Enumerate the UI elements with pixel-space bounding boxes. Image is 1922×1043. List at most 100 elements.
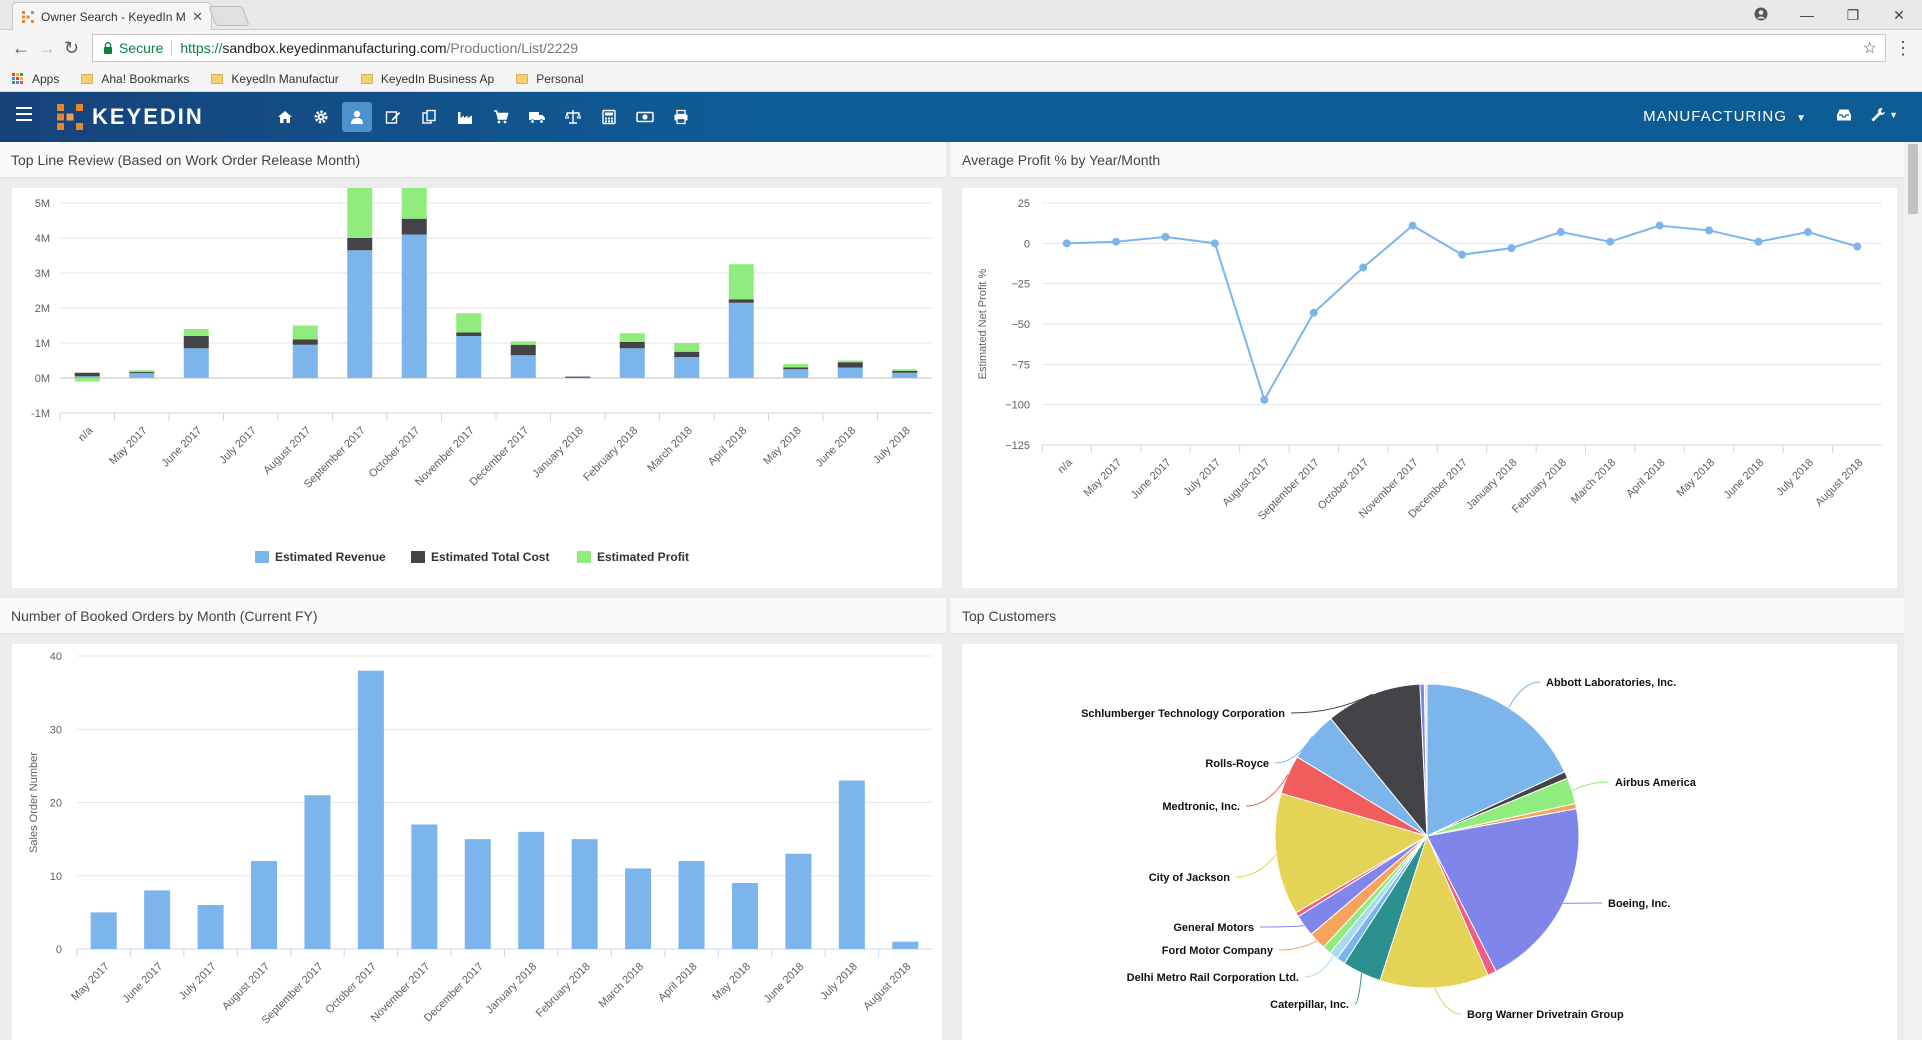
y-tick-label: 0M [35, 373, 50, 385]
bar-estimated-total-cost-october-2017 [402, 219, 427, 235]
calculator-icon[interactable] [594, 102, 624, 132]
bar-estimated-profit-june-2018 [838, 361, 863, 363]
bookmark-folder-personal[interactable]: Personal [516, 72, 583, 86]
bookmark-label: Aha! Bookmarks [101, 72, 189, 86]
copy-icon[interactable] [414, 102, 444, 132]
point-march-2018 [1606, 238, 1614, 246]
legend-swatch-estimated-revenue [255, 551, 269, 563]
address-bar[interactable]: Secure https://sandbox.keyedinmanufactur… [92, 34, 1886, 62]
bar-estimated-total-cost-june-2017 [184, 336, 209, 348]
x-tick-label: February 2018 [534, 961, 593, 1020]
y-tick-label: −125 [1005, 440, 1030, 452]
bookmark-apps[interactable]: Apps [12, 72, 59, 86]
page-scrollbar[interactable] [1904, 142, 1922, 1040]
tab-close-icon[interactable]: ✕ [192, 9, 203, 25]
bar-estimated-profit-october-2017 [402, 188, 427, 219]
factory-icon[interactable] [450, 102, 480, 132]
x-tick-label: August 2018 [1813, 457, 1865, 509]
inbox-icon[interactable] [1836, 108, 1852, 122]
logo-text: KEYEDIN [92, 104, 204, 130]
bar-estimated-revenue-n-a [75, 376, 100, 378]
panel-title-average-profit: Average Profit % by Year/Month [951, 142, 1904, 178]
browser-menu-icon[interactable]: ⋮ [1894, 38, 1912, 59]
user-icon[interactable] [342, 102, 372, 132]
keyedin-favicon-icon [21, 10, 35, 24]
bookmark-folder-aha[interactable]: Aha! Bookmarks [81, 72, 189, 86]
bar-estimated-profit-november-2017 [456, 313, 481, 332]
profile-icon[interactable] [1738, 7, 1784, 24]
bar-estimated-total-cost-february-2018 [620, 342, 645, 348]
point-july-2018 [1804, 228, 1812, 236]
pie-label-medtronic-inc: Medtronic, Inc. [1162, 801, 1240, 813]
module-dropdown[interactable]: MANUFACTURING ▼ [1643, 108, 1807, 125]
secure-label: Secure [119, 40, 163, 56]
bar-august-2017 [251, 861, 277, 949]
bookmark-star-icon[interactable]: ☆ [1863, 38, 1877, 58]
connector-city-of-jackson [1236, 855, 1276, 877]
scrollbar-thumb[interactable] [1908, 144, 1918, 214]
edit-icon[interactable] [378, 102, 408, 132]
close-window-icon[interactable]: ✕ [1876, 7, 1922, 24]
bookmark-label: KeyedIn Business Ap [381, 72, 494, 86]
connector-caterpillar-inc [1355, 973, 1362, 1004]
module-toolbar [270, 102, 702, 132]
maximize-icon[interactable]: ❐ [1830, 7, 1876, 24]
point-october-2017 [1359, 264, 1367, 272]
bar-estimated-profit-april-2018 [729, 264, 754, 299]
bar-may-2017 [91, 912, 117, 949]
bookmark-folder-keyedin-manufacturing[interactable]: KeyedIn Manufactur [211, 72, 338, 86]
secure-indicator[interactable]: Secure [103, 40, 163, 56]
bar-estimated-profit-may-2017 [129, 370, 154, 372]
browser-tab[interactable]: Owner Search - KeyedIn M ✕ [12, 2, 212, 30]
point-january-2018 [1507, 244, 1515, 252]
navbar-right-icons: ▼ [1818, 107, 1898, 123]
y-tick-label: 0 [1024, 238, 1030, 250]
bookmark-label: Personal [536, 72, 583, 86]
x-tick-label: August 2017 [1220, 457, 1272, 509]
point-may-2018 [1705, 226, 1713, 234]
print-icon[interactable] [666, 102, 696, 132]
y-tick-label: −75 [1011, 359, 1030, 371]
legend-item-estimated-revenue: Estimated Revenue [275, 550, 386, 564]
point-december-2017 [1458, 251, 1466, 259]
new-tab-button[interactable] [208, 6, 249, 26]
reload-icon[interactable]: ↻ [64, 38, 79, 59]
minimize-icon[interactable]: — [1784, 7, 1830, 23]
money-icon[interactable] [630, 102, 660, 132]
wrench-dropdown[interactable]: ▼ [1870, 107, 1898, 123]
back-icon[interactable]: ← [12, 38, 30, 59]
x-tick-label: May 2018 [1675, 457, 1718, 500]
y-tick-label: −50 [1011, 319, 1030, 331]
bar-estimated-revenue-november-2017 [456, 336, 481, 378]
x-tick-label: August 2018 [861, 961, 913, 1013]
x-tick-label: May 2018 [761, 425, 804, 468]
cart-icon[interactable] [486, 102, 516, 132]
bar-estimated-profit-n-a [75, 378, 100, 382]
hamburger-menu-icon[interactable] [16, 107, 34, 125]
x-tick-label: March 2018 [645, 425, 695, 475]
y-tick-label: 20 [50, 798, 62, 810]
x-tick-label: December 2017 [422, 961, 486, 1025]
home-icon[interactable] [270, 102, 300, 132]
point-april-2018 [1656, 222, 1664, 230]
y-tick-label: −25 [1011, 279, 1030, 291]
forward-icon[interactable]: → [38, 38, 56, 59]
bookmark-folder-keyedin-business[interactable]: KeyedIn Business Ap [361, 72, 494, 86]
scale-icon[interactable] [558, 102, 588, 132]
bar-estimated-profit-september-2017 [347, 188, 372, 238]
wrench-icon [1870, 107, 1886, 123]
pie-label-boeing-inc: Boeing, Inc. [1608, 898, 1670, 910]
pie-label-ford-motor-company: Ford Motor Company [1162, 945, 1274, 957]
url-scheme: https:// [180, 40, 222, 56]
gear-icon[interactable] [306, 102, 336, 132]
keyedin-logo[interactable]: KEYEDIN [56, 102, 204, 132]
truck-icon[interactable] [522, 102, 552, 132]
bar-estimated-total-cost-january-2018 [565, 377, 590, 378]
x-tick-label: May 2018 [710, 961, 753, 1004]
legend-swatch-estimated-profit [577, 551, 591, 563]
y-axis-title: Estimated Net Profit % [977, 268, 989, 379]
y-tick-label: 0 [56, 944, 62, 956]
